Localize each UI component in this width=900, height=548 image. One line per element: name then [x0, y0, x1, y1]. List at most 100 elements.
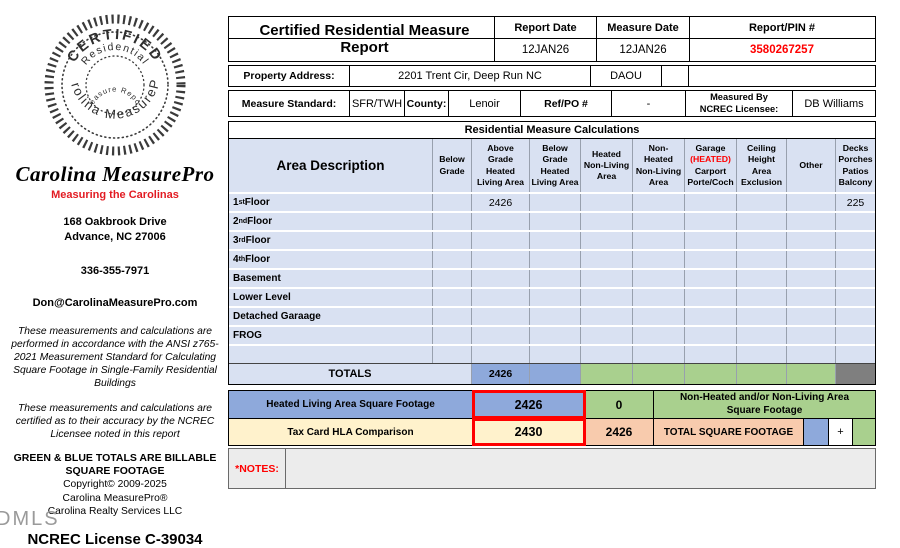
- cell-garage: [685, 346, 737, 363]
- cell-below-grade: [433, 194, 472, 211]
- cell-decks: [836, 270, 875, 287]
- cell-non-heated-non-living: [633, 213, 685, 230]
- calc-section-title: Residential Measure Calculations: [229, 122, 875, 139]
- cell-below-grade-hla: [530, 251, 581, 268]
- cell-above-grade-hla: [472, 327, 530, 344]
- measure-report-document: Certified Residential Measure Report Rep…: [228, 16, 876, 489]
- email-address: Don@CarolinaMeasurePro.com: [32, 296, 198, 309]
- tax-card-value: 2430: [472, 418, 586, 446]
- cell-other: [787, 251, 836, 268]
- cell-non-heated-non-living: [633, 232, 685, 249]
- cell-other: [787, 194, 836, 211]
- col-other: Other: [787, 139, 836, 192]
- cell-ceiling-height: [737, 232, 787, 249]
- cell-decks: [836, 251, 875, 268]
- svg-text:Carolina MeasurePro: Carolina MeasurePro: [40, 10, 163, 122]
- totals-label: TOTALS: [229, 364, 472, 384]
- cell-below-grade-hla: [530, 289, 581, 306]
- heated-living-summary-row: Heated Living Area Square Footage 2426 0…: [229, 390, 875, 419]
- disclaimer-certified: These measurements and calculations are …: [15, 402, 215, 440]
- cell-non-heated-non-living: [633, 251, 685, 268]
- cell-garage: [685, 251, 737, 268]
- report-date-value: 12JAN26: [495, 39, 597, 61]
- copyright-line-1: Copyright© 2009-2025: [63, 479, 167, 491]
- cell-below-grade: [433, 289, 472, 306]
- cell-below-grade-hla: [530, 346, 581, 363]
- cell-heated-non-living: [581, 327, 633, 344]
- cell-heated-non-living: [581, 251, 633, 268]
- cell-below-grade: [433, 308, 472, 325]
- measure-standard-value: SFR/TWH: [350, 91, 405, 116]
- tax-card-label: Tax Card HLA Comparison: [229, 419, 473, 445]
- pin-label: Report/PIN #: [748, 21, 815, 34]
- cell-below-grade: [433, 346, 472, 363]
- totals-row: TOTALS 2426: [229, 363, 875, 384]
- cell-heated-non-living: [581, 270, 633, 287]
- report-date-label: Report Date: [495, 17, 597, 38]
- cell-heated-non-living: [581, 194, 633, 211]
- cell-ceiling-height: [737, 213, 787, 230]
- cell-decks: [836, 232, 875, 249]
- cell-above-grade-hla: [472, 251, 530, 268]
- cell-below-grade: [433, 270, 472, 287]
- cell-below-grade-hla: [530, 327, 581, 344]
- cell-garage: [685, 289, 737, 306]
- totals-above-grade: 2426: [472, 364, 530, 384]
- table-row: Detached Garaage: [229, 306, 875, 325]
- col-ceiling-height: Ceiling Height Area Exclusion: [737, 139, 787, 192]
- mls-watermark: DMLS: [0, 508, 60, 530]
- copyright-line-2: Carolina MeasurePro®: [62, 492, 168, 504]
- cell-below-grade-hla: [530, 213, 581, 230]
- ref-po-value: -: [612, 91, 686, 116]
- table-row: FROG: [229, 325, 875, 344]
- calc-column-headers: Area Description Below Grade Above Grade…: [229, 139, 875, 192]
- cell-ceiling-height: [737, 270, 787, 287]
- ncrec-license: NCREC License C-39034: [27, 531, 203, 548]
- hla-value: 2426: [472, 390, 586, 419]
- cell-above-grade-hla: [472, 213, 530, 230]
- row-label: Detached Garaage: [229, 308, 433, 325]
- cell-heated-non-living: [581, 213, 633, 230]
- cell-garage: [685, 270, 737, 287]
- cell-above-grade-hla: 2426: [472, 194, 530, 211]
- cell-above-grade-hla: [472, 308, 530, 325]
- cell-garage: [685, 308, 737, 325]
- cell-ceiling-height: [737, 308, 787, 325]
- plus-sign-cell: +: [829, 419, 853, 445]
- col-garage-line2: Carport Porte/Coch: [687, 165, 734, 187]
- property-address-value: 2201 Trent Cir, Deep Run NC: [350, 66, 591, 86]
- address: 168 Oakbrook Drive Advance, NC 27006: [8, 215, 222, 245]
- cell-other: [787, 346, 836, 363]
- cell-ceiling-height: [737, 289, 787, 306]
- cell-below-grade: [433, 232, 472, 249]
- cell-non-heated-non-living: [633, 308, 685, 325]
- calculations-table: Residential Measure Calculations Area De…: [228, 121, 876, 385]
- measure-standard-row: Measure Standard: SFR/TWH County: Lenoir…: [228, 90, 876, 117]
- table-row: Basement: [229, 268, 875, 287]
- cell-heated-non-living: [581, 346, 633, 363]
- brand-name: Carolina MeasurePro: [15, 162, 215, 186]
- county-label: County:: [405, 91, 449, 116]
- row-label: Lower Level: [229, 289, 433, 306]
- cell-above-grade-hla: [472, 289, 530, 306]
- measure-date-value: 12JAN26: [597, 39, 690, 61]
- cell-non-heated-non-living: [633, 270, 685, 287]
- cell-heated-non-living: [581, 308, 633, 325]
- property-empty-cell: [662, 66, 689, 86]
- notes-content: [286, 449, 875, 488]
- address-line-1: 168 Oakbrook Drive: [63, 216, 167, 228]
- measured-by-label: Measured By NCREC Licensee:: [686, 91, 793, 116]
- cell-other: [787, 232, 836, 249]
- property-address-row: Property Address: 2201 Trent Cir, Deep R…: [228, 65, 876, 87]
- totals-decks: [836, 364, 875, 384]
- cell-decks: [836, 213, 875, 230]
- notes-label: *NOTES:: [229, 449, 286, 488]
- cell-decks: [836, 327, 875, 344]
- cell-below-grade-hla: [530, 270, 581, 287]
- disclaimer-ansi: These measurements and calculations are …: [11, 325, 219, 390]
- col-garage-heated: (HEATED): [690, 154, 731, 165]
